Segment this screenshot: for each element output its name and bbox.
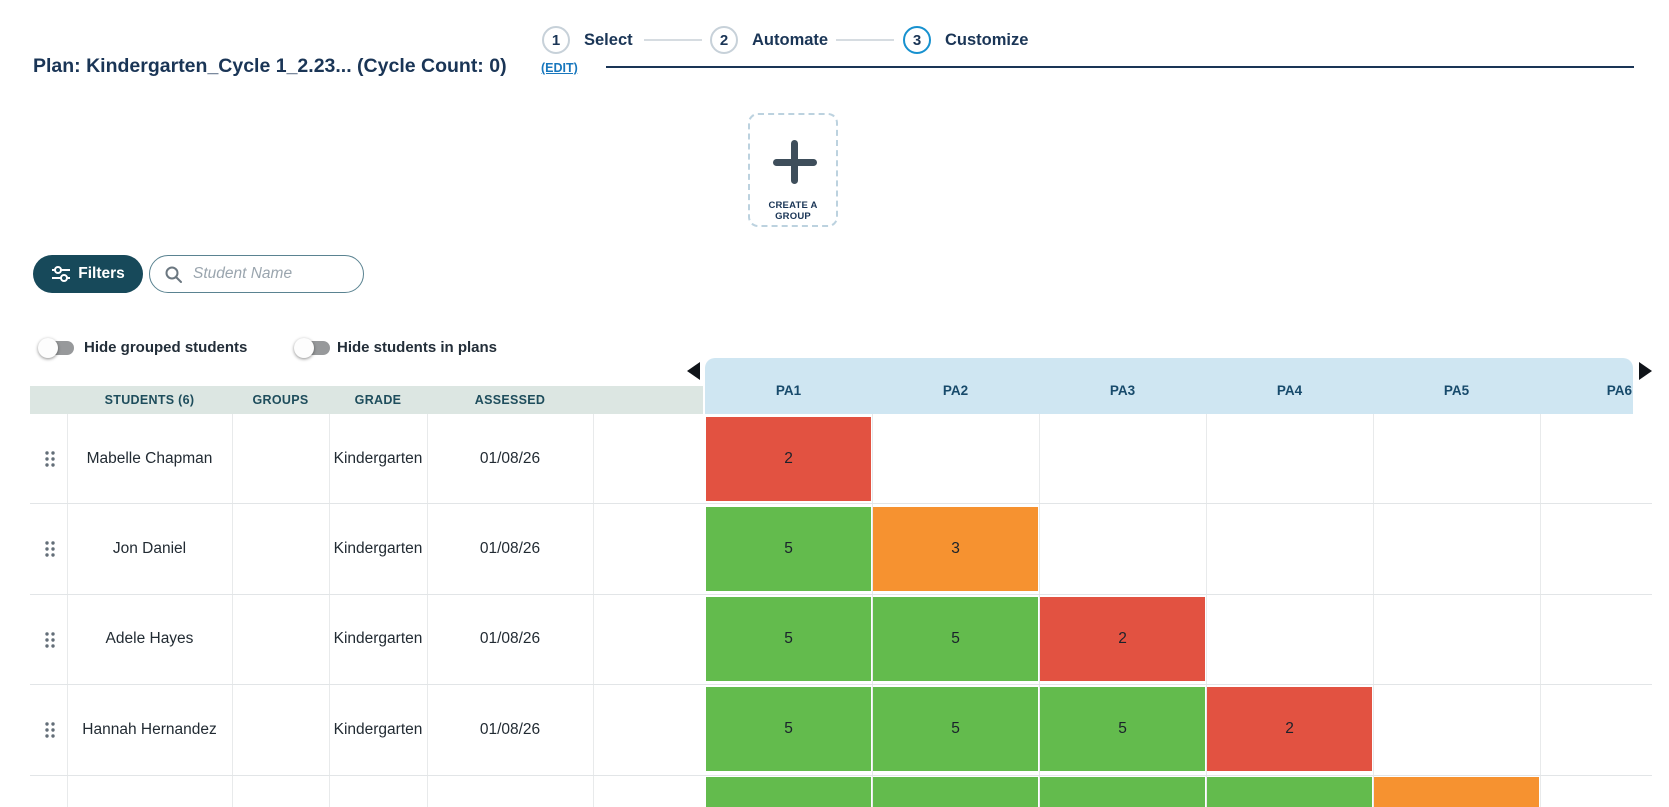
hide-students-in-plans-label: Hide students in plans	[337, 339, 498, 356]
column-divider	[872, 414, 873, 807]
column-header-pa3: PA3	[1109, 383, 1136, 398]
row-divider	[30, 775, 1652, 776]
toggle-knob	[294, 338, 314, 358]
score-cell-pa2: 3	[873, 507, 1038, 591]
student-table-header	[30, 386, 703, 414]
column-divider	[1206, 414, 1207, 807]
column-header-students: STUDENTS (6)	[104, 393, 195, 407]
column-header-grade: GRADE	[354, 393, 402, 407]
step-3-circle[interactable]: 3	[903, 26, 931, 54]
column-divider	[1373, 414, 1374, 807]
step-2-label: Automate	[752, 31, 829, 49]
groups-cell	[232, 684, 329, 775]
title-divider	[606, 66, 1634, 68]
edit-plan-link[interactable]: (EDIT)	[541, 61, 578, 75]
column-divider	[1039, 414, 1040, 807]
student-name-cell: Adele Hayes	[105, 630, 194, 647]
student-name-cell: Mabelle Chapman	[86, 449, 213, 467]
scroll-right-arrow-icon[interactable]	[1639, 362, 1652, 380]
step-3-number: 3	[912, 31, 922, 49]
grade-cell: Kindergarten	[333, 720, 423, 738]
hide-grouped-students-label: Hide grouped students	[84, 339, 248, 356]
row-divider	[30, 503, 1652, 504]
create-group-label: CREATE A GROUP	[768, 200, 818, 222]
score-cell-pa1: 2	[706, 417, 871, 501]
column-divider	[232, 414, 233, 807]
drag-handle-icon[interactable]	[42, 540, 58, 558]
score-cell-pa2: 5	[873, 687, 1038, 771]
filters-button[interactable]: Filters	[33, 255, 143, 293]
drag-handle-icon[interactable]	[42, 721, 58, 739]
column-header-pa1: PA1	[775, 383, 802, 398]
score-cell-pa2	[873, 777, 1038, 807]
step-connector	[836, 39, 894, 41]
column-divider	[1540, 414, 1541, 807]
student-search-box	[149, 255, 364, 293]
page-title: Plan: Kindergarten_Cycle 1_2.23... (Cycl…	[33, 55, 507, 77]
score-cell-pa4: 2	[1207, 687, 1372, 771]
column-divider	[329, 414, 330, 807]
column-header-pa2: PA2	[942, 383, 969, 398]
column-header-groups: GROUPS	[252, 393, 309, 407]
student-name-search-input[interactable]	[193, 265, 343, 283]
column-divider	[427, 414, 428, 807]
drag-handle-icon[interactable]	[42, 631, 58, 649]
score-cell-pa3: 5	[1040, 687, 1205, 771]
column-header-pa6: PA6	[1606, 383, 1632, 398]
step-1-circle[interactable]: 1	[542, 26, 570, 54]
assessed-date-cell: 01/08/26	[479, 720, 541, 738]
step-2-number: 2	[719, 31, 729, 49]
hide-students-in-plans-toggle[interactable]	[294, 338, 330, 358]
score-cell-pa2: 5	[873, 597, 1038, 681]
grade-cell: Kindergarten	[333, 449, 423, 467]
step-1-label: Select	[584, 31, 633, 49]
filters-button-label: Filters	[78, 265, 125, 282]
score-cell-pa1: 5	[706, 687, 871, 771]
column-divider	[67, 414, 68, 807]
row-divider	[30, 684, 1652, 685]
column-header-pa4: PA4	[1276, 383, 1303, 398]
score-cell-pa1	[706, 777, 871, 807]
step-1-number: 1	[551, 31, 561, 49]
filter-sliders-icon	[52, 266, 71, 282]
scroll-left-arrow-icon[interactable]	[687, 362, 700, 380]
score-cell-pa3: 2	[1040, 597, 1205, 681]
toggle-knob	[38, 338, 58, 358]
score-cell-pa4	[1207, 777, 1372, 807]
score-cell-pa1: 5	[706, 597, 871, 681]
student-name-cell: Jon Daniel	[112, 540, 187, 557]
pa-measures-header-band	[705, 358, 1633, 414]
step-2-circle[interactable]: 2	[710, 26, 738, 54]
row-divider	[30, 594, 1652, 595]
drag-handle-icon[interactable]	[42, 450, 58, 468]
assessed-date-cell: 01/08/26	[479, 630, 541, 647]
step-3-label: Customize	[945, 31, 1029, 49]
column-header-assessed: ASSESSED	[474, 393, 546, 407]
score-cell-pa5	[1374, 777, 1539, 807]
groups-cell	[232, 504, 329, 594]
hide-grouped-students-toggle[interactable]	[38, 338, 74, 358]
create-group-button[interactable]: CREATE A GROUP	[748, 113, 838, 227]
student-name-cell: Hannah Hernandez	[82, 720, 217, 738]
column-divider	[593, 414, 594, 807]
search-icon	[165, 266, 182, 283]
column-header-pa5: PA5	[1443, 383, 1470, 398]
grade-cell: Kindergarten	[333, 630, 423, 647]
groups-cell	[232, 414, 329, 503]
assessed-date-cell: 01/08/26	[479, 449, 541, 467]
step-connector	[644, 39, 702, 41]
assessed-date-cell: 01/08/26	[479, 540, 541, 557]
groups-cell	[232, 594, 329, 684]
score-cell-pa3	[1040, 777, 1205, 807]
grade-cell: Kindergarten	[333, 540, 423, 557]
score-cell-pa1: 5	[706, 507, 871, 591]
